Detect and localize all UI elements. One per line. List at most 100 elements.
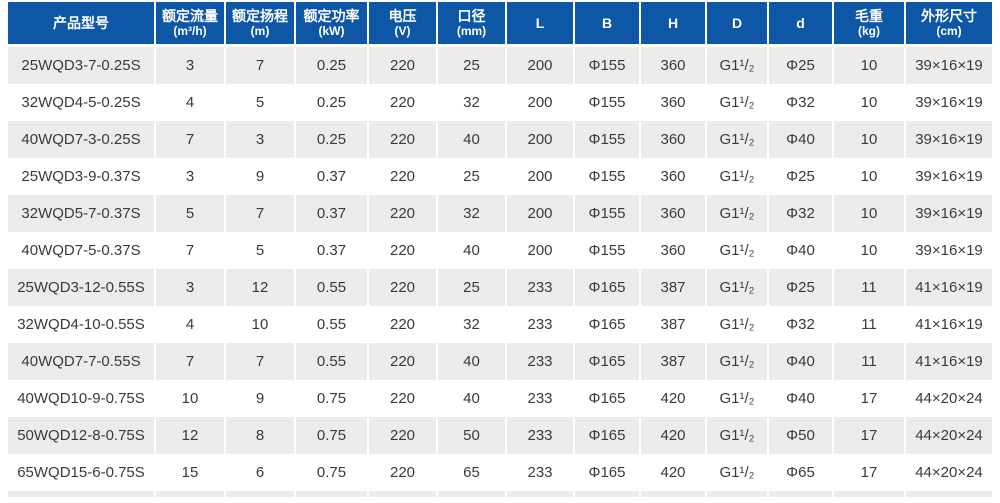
cell-rated-power: 0.75 <box>295 417 369 454</box>
cell-dim-h: 360 <box>640 195 707 232</box>
cell-dim-h: 420 <box>640 454 707 491</box>
table-row: 65WQD15-6-0.75S 15 6 0.75 220 65 233 Φ165 420 G1¹… <box>8 454 992 491</box>
col-header-voltage: 电压 (V) <box>368 2 438 47</box>
cell-gross-weight: 17 <box>833 417 906 454</box>
col-header-label: D <box>731 14 743 31</box>
cell-rated-flow: 7 <box>155 121 226 158</box>
cell-overall-size: 44×20×24 <box>905 454 992 491</box>
cell-dim-h: 360 <box>640 45 707 84</box>
table-row: 25WQD3-9-0.37S 3 9 0.37 220 25 200 Φ155 360 G1¹/₂… <box>8 158 992 195</box>
col-header-product-model: 产品型号 <box>8 2 156 47</box>
col-header-rated-power: 额定功率 (kW) <box>295 2 369 47</box>
cell-empty <box>8 491 156 497</box>
cell-empty <box>640 491 707 497</box>
cell-voltage: 220 <box>368 45 438 84</box>
cell-dim-l: 233 <box>506 306 575 343</box>
cell-diameter: 40 <box>437 343 507 380</box>
table-body: 25WQD3-7-0.25S 3 7 0.25 220 25 200 Φ155 360 G1¹/₂… <box>8 45 992 497</box>
header-row: 产品型号 额定流量 (m³/h) 额定扬程 (m) 额定功率 (kW) 电压 (V) 口径 (mm)… <box>8 2 992 47</box>
cell-diameter: 40 <box>437 121 507 158</box>
cell-dim-b: Φ155 <box>574 84 641 121</box>
cell-dim-d-minor: Φ32 <box>768 84 834 121</box>
cell-empty <box>768 491 834 497</box>
cell-rated-head: 7 <box>225 195 296 232</box>
cell-dim-l: 233 <box>506 343 575 380</box>
cell-rated-power: 0.37 <box>295 232 369 269</box>
cell-dim-b: Φ165 <box>574 417 641 454</box>
cell-rated-flow: 7 <box>155 343 226 380</box>
cell-diameter: 50 <box>437 417 507 454</box>
clipped-row <box>8 491 992 497</box>
cell-gross-weight: 17 <box>833 454 906 491</box>
col-header-rated-head: 额定扬程 (m) <box>225 2 296 47</box>
cell-product-model: 25WQD3-12-0.55S <box>8 269 156 306</box>
col-header-unit: (m) <box>250 23 270 38</box>
cell-rated-head: 7 <box>225 45 296 84</box>
cell-dim-d-major: G1¹/₂ <box>706 195 769 232</box>
cell-diameter: 32 <box>437 84 507 121</box>
cell-dim-l: 200 <box>506 121 575 158</box>
col-header-unit: (mm) <box>456 23 487 38</box>
cell-rated-head: 8 <box>225 417 296 454</box>
cell-dim-d-major: G1¹/₂ <box>706 45 769 84</box>
cell-dim-d-minor: Φ40 <box>768 121 834 158</box>
table-row: 32WQD4-10-0.55S 4 10 0.55 220 32 233 Φ165 387 G1¹… <box>8 306 992 343</box>
cell-rated-head: 6 <box>225 454 296 491</box>
cell-empty <box>437 491 507 497</box>
cell-gross-weight: 10 <box>833 84 906 121</box>
cell-gross-weight: 10 <box>833 45 906 84</box>
cell-rated-flow: 3 <box>155 269 226 306</box>
cell-overall-size: 39×16×19 <box>905 232 992 269</box>
cell-dim-h: 387 <box>640 269 707 306</box>
cell-product-model: 40WQD7-7-0.55S <box>8 343 156 380</box>
cell-product-model: 32WQD4-5-0.25S <box>8 84 156 121</box>
cell-gross-weight: 11 <box>833 306 906 343</box>
cell-dim-d-minor: Φ32 <box>768 195 834 232</box>
col-header-dim-h: H <box>640 2 707 47</box>
col-header-label: 毛重 <box>855 7 883 24</box>
pump-spec-table: 产品型号 额定流量 (m³/h) 额定扬程 (m) 额定功率 (kW) 电压 (V) 口径 (mm)… <box>8 2 992 497</box>
table-row: 40WQD7-3-0.25S 7 3 0.25 220 40 200 Φ155 360 G1¹/₂… <box>8 121 992 158</box>
cell-product-model: 40WQD7-3-0.25S <box>8 121 156 158</box>
cell-rated-flow: 12 <box>155 417 226 454</box>
cell-empty <box>368 491 438 497</box>
cell-empty <box>574 491 641 497</box>
cell-rated-flow: 5 <box>155 195 226 232</box>
cell-dim-d-minor: Φ25 <box>768 269 834 306</box>
cell-gross-weight: 10 <box>833 158 906 195</box>
col-header-label: L <box>535 14 545 31</box>
cell-diameter: 32 <box>437 306 507 343</box>
cell-dim-l: 233 <box>506 454 575 491</box>
cell-rated-head: 5 <box>225 84 296 121</box>
cell-dim-d-major: G1¹/₂ <box>706 158 769 195</box>
cell-rated-power: 0.37 <box>295 158 369 195</box>
cell-rated-flow: 15 <box>155 454 226 491</box>
cell-dim-h: 387 <box>640 343 707 380</box>
cell-dim-d-major: G1¹/₂ <box>706 306 769 343</box>
cell-dim-b: Φ155 <box>574 121 641 158</box>
table-header: 产品型号 额定流量 (m³/h) 额定扬程 (m) 额定功率 (kW) 电压 (V) 口径 (mm)… <box>8 2 992 47</box>
cell-diameter: 25 <box>437 158 507 195</box>
cell-rated-head: 5 <box>225 232 296 269</box>
col-header-diameter: 口径 (mm) <box>437 2 507 47</box>
cell-rated-head: 9 <box>225 158 296 195</box>
table-row: 32WQD4-5-0.25S 4 5 0.25 220 32 200 Φ155 360 G1¹/₂… <box>8 84 992 121</box>
cell-diameter: 32 <box>437 195 507 232</box>
cell-overall-size: 41×16×19 <box>905 306 992 343</box>
cell-dim-l: 200 <box>506 158 575 195</box>
cell-product-model: 40WQD7-5-0.37S <box>8 232 156 269</box>
cell-dim-l: 200 <box>506 84 575 121</box>
cell-dim-h: 360 <box>640 158 707 195</box>
cell-dim-d-minor: Φ32 <box>768 306 834 343</box>
col-header-label: 额定扬程 <box>232 7 288 24</box>
cell-voltage: 220 <box>368 417 438 454</box>
col-header-label: H <box>667 14 679 31</box>
cell-rated-power: 0.55 <box>295 343 369 380</box>
cell-dim-d-minor: Φ25 <box>768 158 834 195</box>
cell-dim-d-major: G1¹/₂ <box>706 84 769 121</box>
col-header-rated-flow: 额定流量 (m³/h) <box>155 2 226 47</box>
cell-rated-power: 0.37 <box>295 195 369 232</box>
col-header-unit: (m³/h) <box>173 23 207 38</box>
cell-empty <box>833 491 906 497</box>
